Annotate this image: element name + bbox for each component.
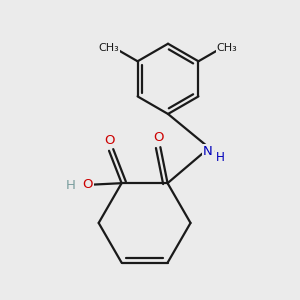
Text: H: H [216, 151, 225, 164]
Text: N: N [203, 145, 213, 158]
Text: O: O [82, 178, 93, 190]
Text: O: O [153, 131, 164, 144]
Text: CH₃: CH₃ [216, 43, 237, 53]
Text: H: H [66, 179, 76, 192]
Text: CH₃: CH₃ [99, 43, 120, 53]
Text: O: O [104, 134, 114, 147]
